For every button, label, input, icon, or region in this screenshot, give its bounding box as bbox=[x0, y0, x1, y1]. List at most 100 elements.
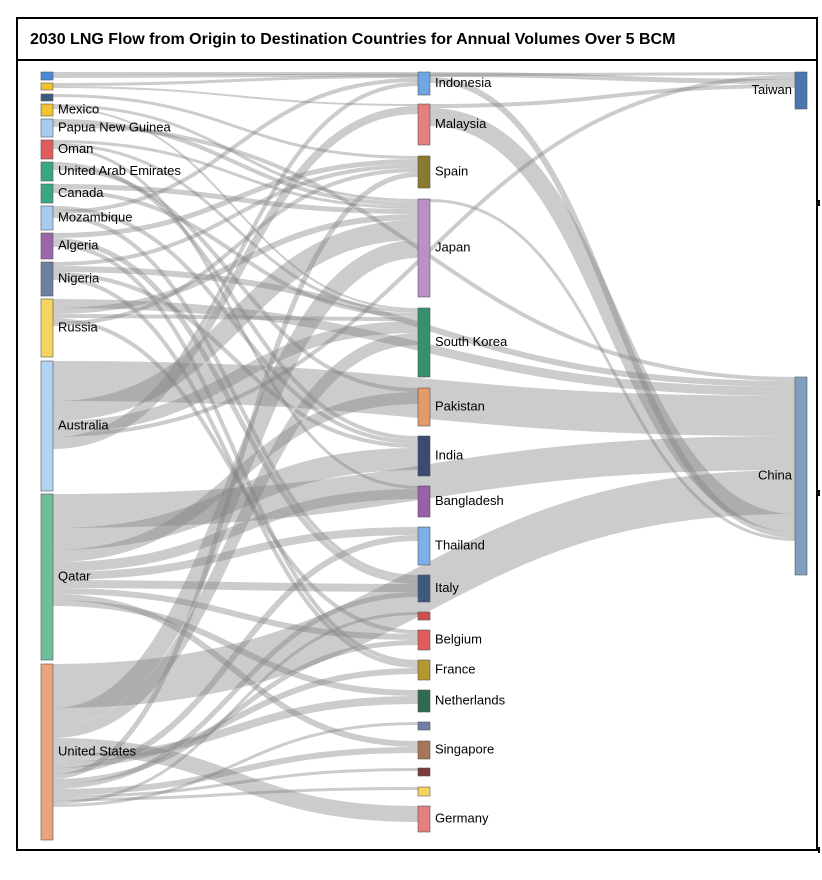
node-o1[interactable] bbox=[40, 71, 54, 81]
flow-link-us-to-singapore bbox=[52, 747, 419, 795]
node-d_small3[interactable] bbox=[417, 767, 431, 777]
node-qatar[interactable] bbox=[40, 493, 54, 661]
flow-link-oman-to-bangladesh bbox=[52, 146, 419, 489]
node-label-india: India bbox=[435, 447, 464, 462]
node-png[interactable] bbox=[40, 118, 54, 138]
node-label-png: Papua New Guinea bbox=[58, 119, 172, 134]
node-taiwan[interactable] bbox=[794, 71, 808, 110]
flow-link-us-to-italy bbox=[52, 592, 419, 789]
node-france[interactable] bbox=[417, 659, 431, 681]
flow-link-png-to-japan bbox=[52, 119, 419, 206]
flow-link-australia-to-indonesia bbox=[52, 82, 419, 441]
flow-link-o2-to-malaysia bbox=[52, 86, 419, 106]
flow-link-russia-to-skorea bbox=[52, 314, 419, 321]
node-label-indonesia: Indonesia bbox=[435, 75, 492, 90]
flow-link-qatar-to-india bbox=[52, 448, 419, 550]
flow-link-us-to-d_small1 bbox=[52, 612, 419, 804]
node-japan[interactable] bbox=[417, 198, 431, 298]
node-us[interactable] bbox=[40, 663, 54, 841]
flow-link-us-to-netherlands bbox=[52, 696, 419, 762]
node-china[interactable] bbox=[794, 376, 808, 576]
flow-link-o3-to-spain bbox=[52, 94, 419, 159]
flow-link-japan-to-china bbox=[429, 199, 796, 541]
flow-link-qatar-to-netherlands bbox=[52, 600, 419, 696]
node-d_small1[interactable] bbox=[417, 611, 431, 621]
node-canada[interactable] bbox=[40, 183, 54, 204]
flow-link-russia-to-spain bbox=[52, 168, 419, 326]
node-label-singapore: Singapore bbox=[435, 741, 494, 756]
node-label-italy: Italy bbox=[435, 580, 459, 595]
node-australia[interactable] bbox=[40, 360, 54, 492]
node-thailand[interactable] bbox=[417, 526, 431, 566]
flow-link-o2-to-indonesia bbox=[52, 75, 419, 86]
node-label-france: France bbox=[435, 661, 475, 676]
flow-link-mozambique-to-indonesia bbox=[52, 78, 419, 214]
node-o2[interactable] bbox=[40, 82, 54, 91]
flow-link-us-to-france bbox=[52, 668, 419, 768]
flow-link-algeria-to-france bbox=[52, 243, 419, 664]
node-singapore[interactable] bbox=[417, 740, 431, 760]
flow-link-indonesia-to-china bbox=[429, 77, 796, 538]
flow-link-qatar-to-thailand bbox=[52, 527, 419, 580]
node-oman[interactable] bbox=[40, 139, 54, 160]
node-label-nigeria: Nigeria bbox=[58, 270, 100, 285]
flow-link-malaysia-to-china bbox=[429, 108, 796, 532]
node-russia[interactable] bbox=[40, 298, 54, 358]
flow-link-us-to-spain bbox=[52, 172, 419, 779]
node-germany[interactable] bbox=[417, 805, 431, 833]
node-label-skorea: South Korea bbox=[435, 334, 508, 349]
node-belgium[interactable] bbox=[417, 629, 431, 651]
node-label-qatar: Qatar bbox=[58, 568, 91, 583]
node-bangladesh[interactable] bbox=[417, 485, 431, 518]
flow-link-us-to-d_small3 bbox=[52, 768, 419, 798]
node-skorea[interactable] bbox=[417, 307, 431, 378]
node-label-canada: Canada bbox=[58, 185, 104, 200]
node-india[interactable] bbox=[417, 435, 431, 477]
flow-link-us-to-d_small2 bbox=[52, 722, 419, 807]
flow-link-mexico-to-skorea bbox=[52, 107, 419, 310]
flow-link-oman-to-japan bbox=[52, 140, 419, 209]
flow-link-nigeria-to-spain bbox=[52, 164, 419, 266]
flow-link-russia-to-japan bbox=[52, 214, 419, 314]
node-label-us: United States bbox=[58, 743, 137, 758]
flow-link-uae-to-india bbox=[52, 162, 419, 440]
node-netherlands[interactable] bbox=[417, 689, 431, 713]
edge-tick bbox=[818, 847, 820, 853]
flow-link-mozambique-to-india bbox=[52, 206, 419, 444]
node-spain[interactable] bbox=[417, 155, 431, 189]
node-label-netherlands: Netherlands bbox=[435, 692, 506, 707]
flow-link-uae-to-pakistan bbox=[52, 166, 419, 392]
node-label-russia: Russia bbox=[58, 319, 99, 334]
flow-link-qatar-to-italy bbox=[52, 580, 419, 592]
flow-link-nigeria-to-france bbox=[52, 276, 419, 668]
node-d_small4[interactable] bbox=[417, 786, 431, 797]
node-uae[interactable] bbox=[40, 161, 54, 182]
node-label-mexico: Mexico bbox=[58, 101, 99, 116]
flow-link-indonesia-to-taiwan bbox=[429, 72, 796, 84]
node-nigeria[interactable] bbox=[40, 261, 54, 297]
chart-frame: 2030 LNG Flow from Origin to Destination… bbox=[16, 17, 818, 851]
node-label-oman: Oman bbox=[58, 141, 93, 156]
node-indonesia[interactable] bbox=[417, 71, 431, 96]
node-mexico[interactable] bbox=[40, 103, 54, 117]
node-label-algeria: Algeria bbox=[58, 237, 99, 252]
node-mozambique[interactable] bbox=[40, 205, 54, 231]
node-d_small2[interactable] bbox=[417, 721, 431, 731]
node-o3[interactable] bbox=[40, 93, 54, 102]
flow-link-mexico-to-japan bbox=[52, 104, 419, 202]
node-label-taiwan: Taiwan bbox=[752, 82, 792, 97]
flow-link-mozambique-to-italy bbox=[52, 214, 419, 579]
node-label-malaysia: Malaysia bbox=[435, 116, 487, 131]
title-bar: 2030 LNG Flow from Origin to Destination… bbox=[18, 19, 816, 61]
node-italy[interactable] bbox=[417, 574, 431, 603]
node-label-belgium: Belgium bbox=[435, 631, 482, 646]
flow-nodes bbox=[40, 71, 808, 841]
node-pakistan[interactable] bbox=[417, 387, 431, 427]
flow-link-us-to-germany bbox=[52, 738, 419, 822]
node-labels: Mexico Papua New Guinea Oman United Arab Em… bbox=[58, 75, 793, 826]
flow-link-canada-to-skorea bbox=[52, 189, 419, 317]
edge-tick bbox=[818, 490, 820, 496]
node-algeria[interactable] bbox=[40, 232, 54, 260]
node-malaysia[interactable] bbox=[417, 103, 431, 146]
node-label-australia: Australia bbox=[58, 417, 109, 432]
